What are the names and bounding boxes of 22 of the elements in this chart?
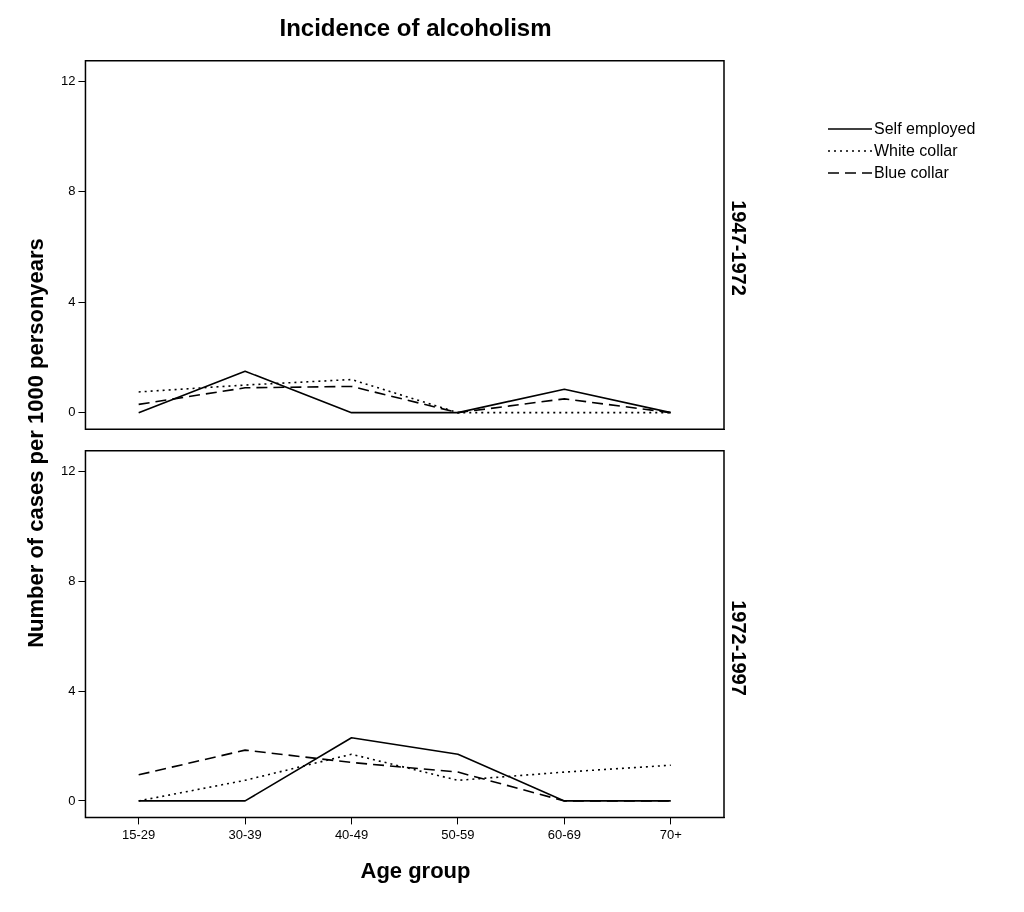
y-tick-label: 8	[68, 572, 76, 588]
x-tick-label: 70+	[659, 826, 682, 842]
y-tick-label: 12	[60, 73, 76, 89]
legend-label: Blue collar	[874, 164, 949, 182]
x-tick-label: 60-69	[547, 826, 581, 842]
y-tick-label: 12	[60, 462, 76, 478]
y-tick-label: 4	[68, 682, 76, 698]
x-tick-label: 30-39	[228, 826, 262, 842]
y-axis-title: Number of cases per 1000 personyears	[23, 238, 49, 648]
x-tick-label: 50-59	[441, 826, 475, 842]
x-tick-label: 40-49	[334, 826, 369, 842]
y-tick-label: 4	[68, 293, 76, 309]
y-tick-label: 0	[68, 404, 76, 420]
legend-label: Self employed	[874, 120, 976, 138]
legend-label: White collar	[874, 142, 958, 160]
chart-title: Incidence of alcoholism	[278, 14, 553, 42]
text: 1972-1997	[728, 600, 751, 696]
y-tick-label: 8	[68, 183, 76, 199]
x-axis-title: Age group	[359, 858, 472, 884]
x-tick-label: 15-29	[122, 826, 156, 842]
y-tick-label: 0	[68, 792, 76, 808]
text: 1947-1972	[728, 200, 751, 296]
